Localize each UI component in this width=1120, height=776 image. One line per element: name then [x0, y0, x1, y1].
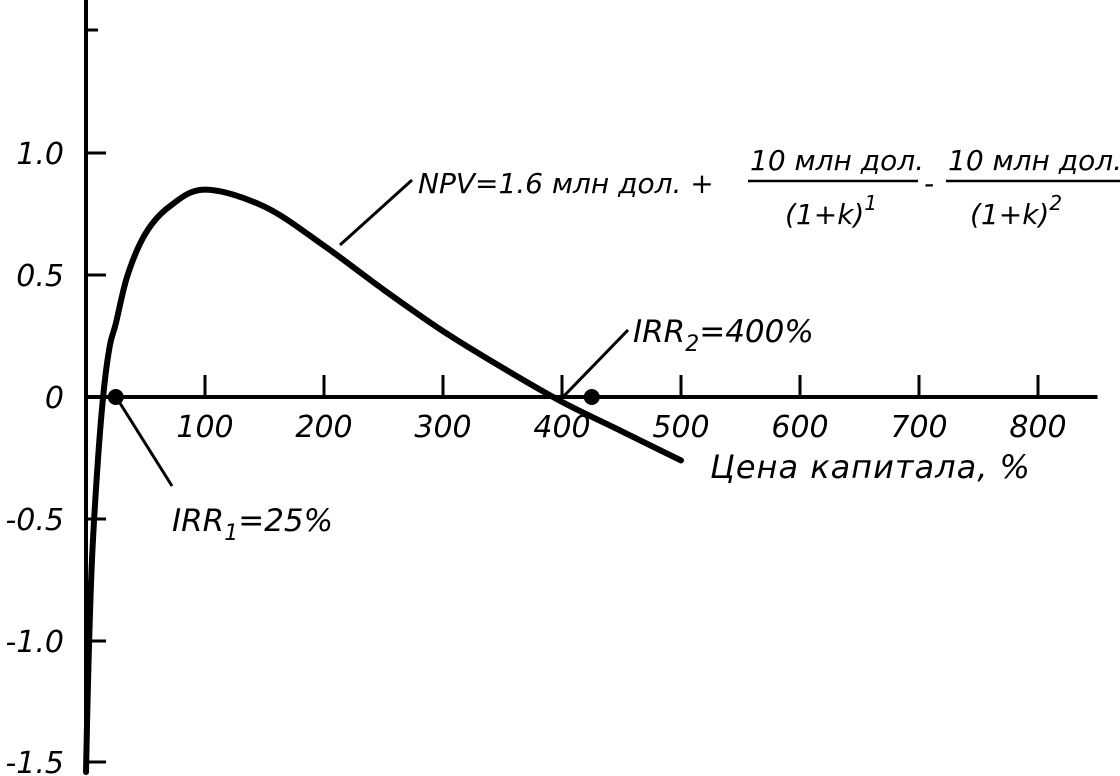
y-tick-label: 1.0 [16, 137, 64, 172]
formula-frac1-denominator: (1+k)1 [785, 191, 877, 231]
formula-lhs: NPV=1.6 млн дол. + [418, 167, 714, 200]
x-tick-label: 600 [771, 410, 828, 445]
irr2-leader-line [560, 328, 630, 400]
axes [84, 0, 1098, 772]
x-tick-label: 400 [533, 410, 590, 445]
formula-leader-line [338, 178, 414, 247]
npv-curve [83, 186, 684, 775]
x-tick-label: 200 [295, 410, 352, 445]
formula-frac2-denominator: (1+k)2 [970, 191, 1062, 231]
y-tick-label: -0.5 [5, 503, 64, 538]
irr2-label: IRR2=400% [633, 314, 814, 357]
formula-frac2-numerator: 10 млн дол. [948, 144, 1120, 177]
irr1-label: IRR1=25% [172, 503, 333, 546]
y-tick-label: 0 [45, 381, 64, 416]
formula-minus: - [924, 167, 934, 200]
x-tick-label: 300 [414, 410, 471, 445]
ticks: 100 200 300 400 500 600 700 800 1.0 0.5 0 -0.5 -1.0 -… [5, 28, 1067, 776]
series [83, 186, 684, 775]
y-tick-label: -1.5 [5, 746, 64, 776]
x-tick-label: 100 [176, 410, 233, 445]
npv-formula: NPV=1.6 млн дол. + 10 млн дол. (1+k)1 - … [418, 144, 1120, 231]
x-tick-label: 800 [1009, 410, 1066, 445]
x-tick-label: 500 [652, 410, 709, 445]
y-tick-label: -1.0 [5, 625, 64, 660]
x-tick-label: 700 [890, 410, 947, 445]
irr1-leader-line [116, 399, 174, 487]
x-axis-label: Цена капитала, % [710, 448, 1031, 486]
y-tick-label: 0.5 [16, 259, 64, 294]
formula-frac1-numerator: 10 млн дол. [750, 144, 924, 177]
irr-point-2 [583, 389, 600, 405]
